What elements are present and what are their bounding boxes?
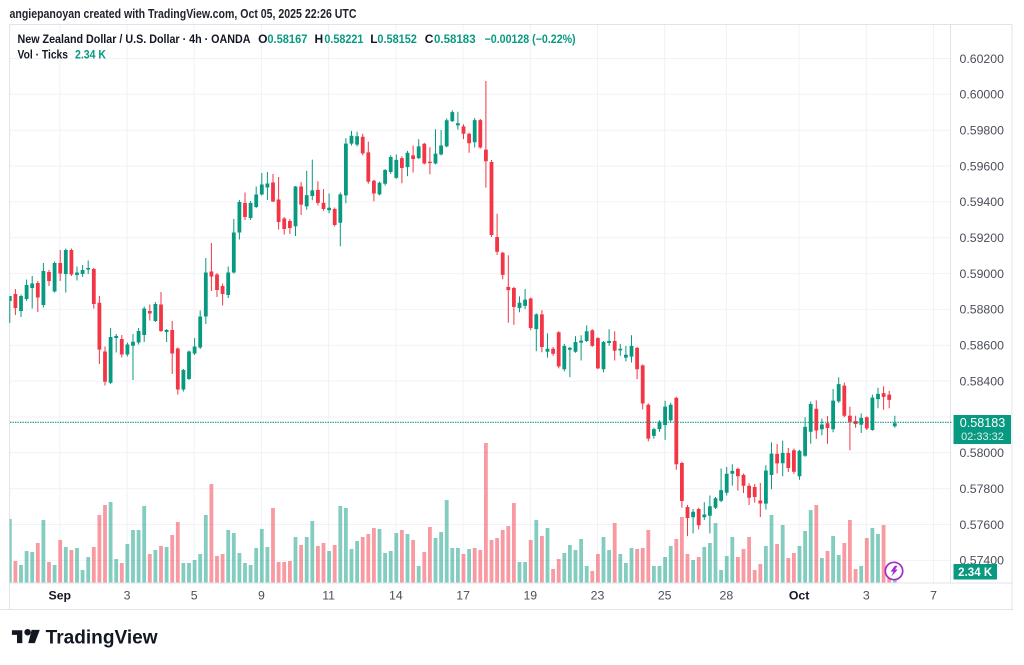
svg-text:0.58183: 0.58183 — [434, 32, 476, 46]
svg-text:Oct: Oct — [789, 589, 810, 603]
svg-text:2.34 K: 2.34 K — [958, 567, 993, 579]
svg-text:17: 17 — [456, 589, 470, 603]
svg-text:TradingView: TradingView — [46, 627, 158, 648]
svg-text:19: 19 — [523, 589, 537, 603]
svg-text:0.60200: 0.60200 — [960, 52, 1005, 66]
svg-text:angiepanoyan created with Trad: angiepanoyan created with TradingView.co… — [10, 6, 357, 21]
svg-text:0.58152: 0.58152 — [377, 32, 417, 46]
svg-text:14: 14 — [389, 589, 403, 603]
svg-text:02:33:32: 02:33:32 — [961, 431, 1004, 443]
svg-text:3: 3 — [863, 589, 870, 603]
svg-text:23: 23 — [591, 589, 605, 603]
svg-text:L: L — [370, 32, 377, 46]
svg-text:11: 11 — [322, 589, 335, 603]
svg-text:H: H — [315, 32, 324, 46]
svg-text:−0.00128 (−0.22%): −0.00128 (−0.22%) — [485, 32, 576, 46]
svg-text:28: 28 — [720, 589, 734, 603]
svg-text:O: O — [258, 32, 267, 46]
svg-text:9: 9 — [258, 589, 265, 603]
svg-text:0.58600: 0.58600 — [960, 339, 1005, 353]
svg-text:0.57600: 0.57600 — [960, 518, 1005, 532]
svg-text:0.57800: 0.57800 — [960, 482, 1005, 496]
svg-text:2.34 K: 2.34 K — [75, 48, 106, 62]
svg-text:0.58400: 0.58400 — [960, 374, 1005, 388]
svg-text:0.58800: 0.58800 — [960, 303, 1005, 317]
svg-text:New Zealand Dollar / U.S. Doll: New Zealand Dollar / U.S. Dollar · 4h · … — [18, 32, 251, 46]
svg-text:5: 5 — [191, 589, 198, 603]
svg-text:0.58221: 0.58221 — [324, 32, 363, 46]
svg-text:7: 7 — [930, 589, 937, 603]
svg-text:Sep: Sep — [49, 589, 72, 603]
svg-text:Vol · Ticks: Vol · Ticks — [18, 48, 69, 62]
svg-text:0.58000: 0.58000 — [960, 446, 1005, 460]
svg-text:0.58167: 0.58167 — [267, 32, 307, 46]
svg-text:0.58183: 0.58183 — [960, 416, 1006, 430]
svg-text:0.59200: 0.59200 — [960, 231, 1005, 245]
svg-text:0.59600: 0.59600 — [960, 159, 1005, 173]
svg-text:0.59400: 0.59400 — [960, 195, 1005, 209]
svg-text:0.59800: 0.59800 — [960, 124, 1005, 138]
svg-text:0.60000: 0.60000 — [960, 88, 1005, 102]
svg-text:25: 25 — [658, 589, 672, 603]
svg-text:C: C — [425, 32, 434, 46]
svg-text:3: 3 — [124, 589, 131, 603]
svg-text:0.59000: 0.59000 — [960, 267, 1005, 281]
